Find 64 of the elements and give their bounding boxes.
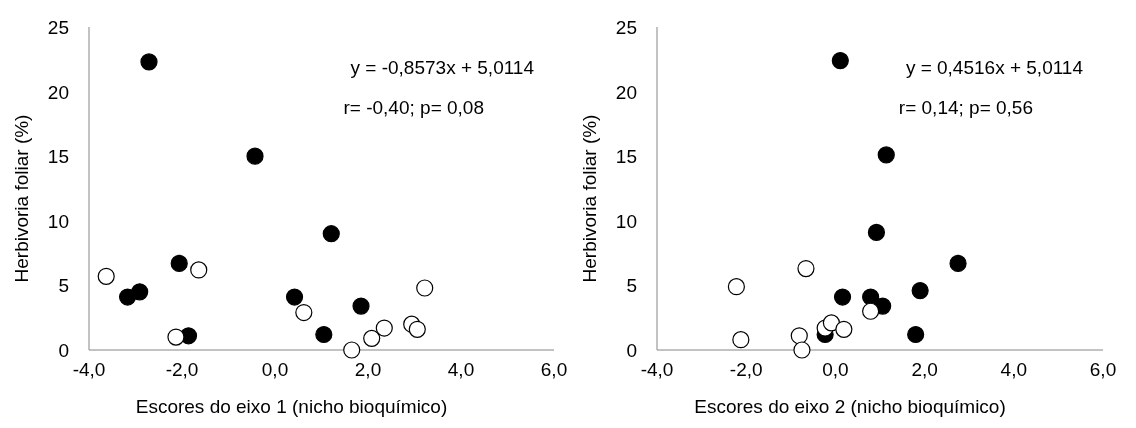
point — [408, 320, 426, 338]
x-tick-label: 2,0 — [354, 359, 382, 380]
x-tick-label: -2,0 — [165, 359, 199, 380]
point — [295, 303, 313, 322]
x-tick-label: 4,0 — [1000, 359, 1028, 380]
y-axis-title: Herbivoria foliar (%) — [579, 114, 600, 283]
point — [831, 52, 849, 70]
annotation: y = -0,8573x + 5,0114 — [350, 57, 535, 78]
x-tick-label: 0,0 — [261, 359, 289, 380]
x-tick-label: -4,0 — [640, 359, 674, 380]
point — [911, 281, 929, 300]
y-tick-label: 5 — [626, 275, 637, 297]
point — [835, 320, 853, 338]
x-tick-label: 2,0 — [911, 359, 938, 380]
y-tick-label: 0 — [626, 340, 637, 361]
point — [131, 283, 149, 301]
point — [285, 288, 304, 306]
x-tick-label: 6,0 — [540, 359, 568, 380]
y-tick-label: 20 — [615, 81, 637, 103]
point — [797, 260, 815, 278]
point — [877, 146, 895, 164]
point — [416, 279, 434, 297]
point — [140, 53, 158, 71]
point — [322, 225, 340, 243]
point — [375, 319, 393, 337]
y-tick-label: 0 — [58, 340, 69, 361]
point — [190, 261, 208, 279]
y-axis-title: Herbivoria foliar (%) — [11, 114, 32, 283]
point — [790, 327, 808, 345]
point — [732, 331, 750, 349]
point — [97, 267, 115, 285]
y-tick-label: 5 — [58, 275, 69, 297]
x-tick-label: -4,0 — [72, 359, 106, 380]
point — [949, 254, 967, 273]
x-axis-title: Escores do eixo 2 (nicho bioquímico) — [694, 396, 1006, 417]
annotation: r= 0,14; p= 0,56 — [898, 97, 1033, 118]
y-tick-label: 10 — [47, 210, 69, 232]
point — [822, 314, 840, 332]
annotation: y = 0,4516x + 5,0114 — [905, 57, 1084, 78]
point — [363, 329, 381, 347]
point — [352, 297, 370, 315]
point — [167, 328, 185, 346]
point — [315, 325, 333, 344]
x-axis-title: Escores do eixo 1 (nicho bioquímico) — [135, 396, 448, 417]
point — [170, 254, 188, 273]
y-tick-label: 25 — [47, 17, 69, 38]
point — [793, 341, 811, 359]
point — [862, 302, 880, 320]
y-tick-label: 15 — [615, 146, 637, 168]
point — [867, 223, 886, 242]
y-tick-label: 15 — [47, 146, 69, 168]
point — [246, 147, 264, 165]
x-tick-label: 0,0 — [822, 359, 849, 380]
annotation: r= -0,40; p= 0,08 — [343, 97, 484, 118]
point — [907, 325, 925, 344]
x-tick-label: 6,0 — [1089, 359, 1117, 380]
y-tick-label: 25 — [615, 17, 637, 38]
point — [833, 288, 852, 306]
point — [727, 278, 745, 296]
x-tick-label: -2,0 — [729, 359, 763, 380]
x-tick-label: 4,0 — [447, 359, 475, 380]
y-tick-label: 20 — [47, 81, 69, 103]
y-tick-label: 10 — [615, 210, 637, 232]
point — [343, 341, 361, 359]
